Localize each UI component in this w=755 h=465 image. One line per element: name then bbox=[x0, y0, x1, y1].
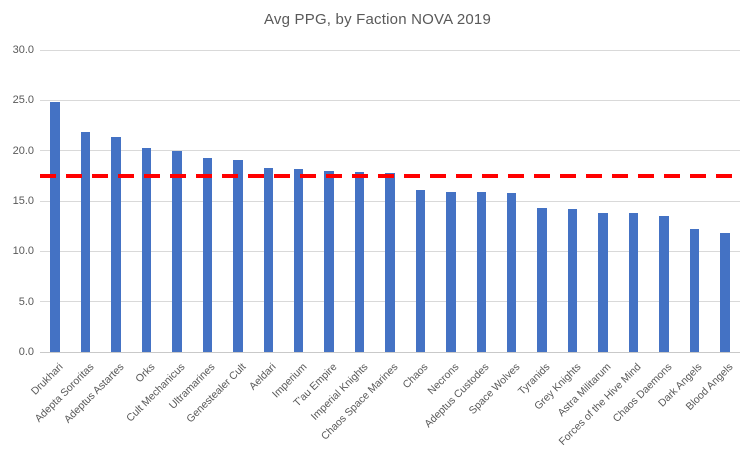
bar bbox=[415, 189, 426, 352]
y-axis-tick-label: 5.0 bbox=[18, 295, 34, 308]
y-axis-tick-label: 15.0 bbox=[12, 195, 34, 207]
bar bbox=[354, 171, 365, 352]
bar bbox=[263, 167, 273, 352]
bar bbox=[50, 102, 60, 352]
bar bbox=[233, 159, 243, 352]
reference-line bbox=[40, 174, 734, 178]
bar bbox=[628, 213, 639, 352]
y-axis-tick-label: 25.0 bbox=[12, 94, 34, 107]
bar bbox=[659, 216, 669, 352]
bar bbox=[324, 170, 334, 352]
bar bbox=[446, 191, 456, 352]
bar bbox=[111, 136, 121, 352]
bar bbox=[689, 229, 700, 352]
y-axis-tick-label: 20.0 bbox=[12, 144, 34, 157]
bar bbox=[141, 147, 152, 352]
bar bbox=[506, 192, 517, 352]
bar bbox=[202, 157, 213, 352]
gridline bbox=[40, 99, 740, 101]
bar bbox=[293, 168, 304, 352]
y-axis-tick-label: 0.0 bbox=[18, 346, 34, 358]
bar bbox=[567, 209, 578, 352]
bar bbox=[385, 172, 395, 352]
y-axis-tick-label: 10.0 bbox=[12, 245, 34, 258]
bar bbox=[720, 233, 730, 352]
bar bbox=[598, 213, 608, 352]
x-axis-line bbox=[40, 351, 740, 353]
y-axis-tick-label: 30.0 bbox=[12, 44, 34, 56]
bar bbox=[476, 191, 487, 352]
chart-title: Avg PPG, by Faction NOVA 2019 bbox=[263, 11, 492, 28]
bar bbox=[80, 131, 91, 352]
gridline bbox=[40, 150, 740, 152]
gridline bbox=[40, 49, 740, 51]
bar bbox=[537, 208, 547, 352]
bar bbox=[172, 150, 182, 352]
